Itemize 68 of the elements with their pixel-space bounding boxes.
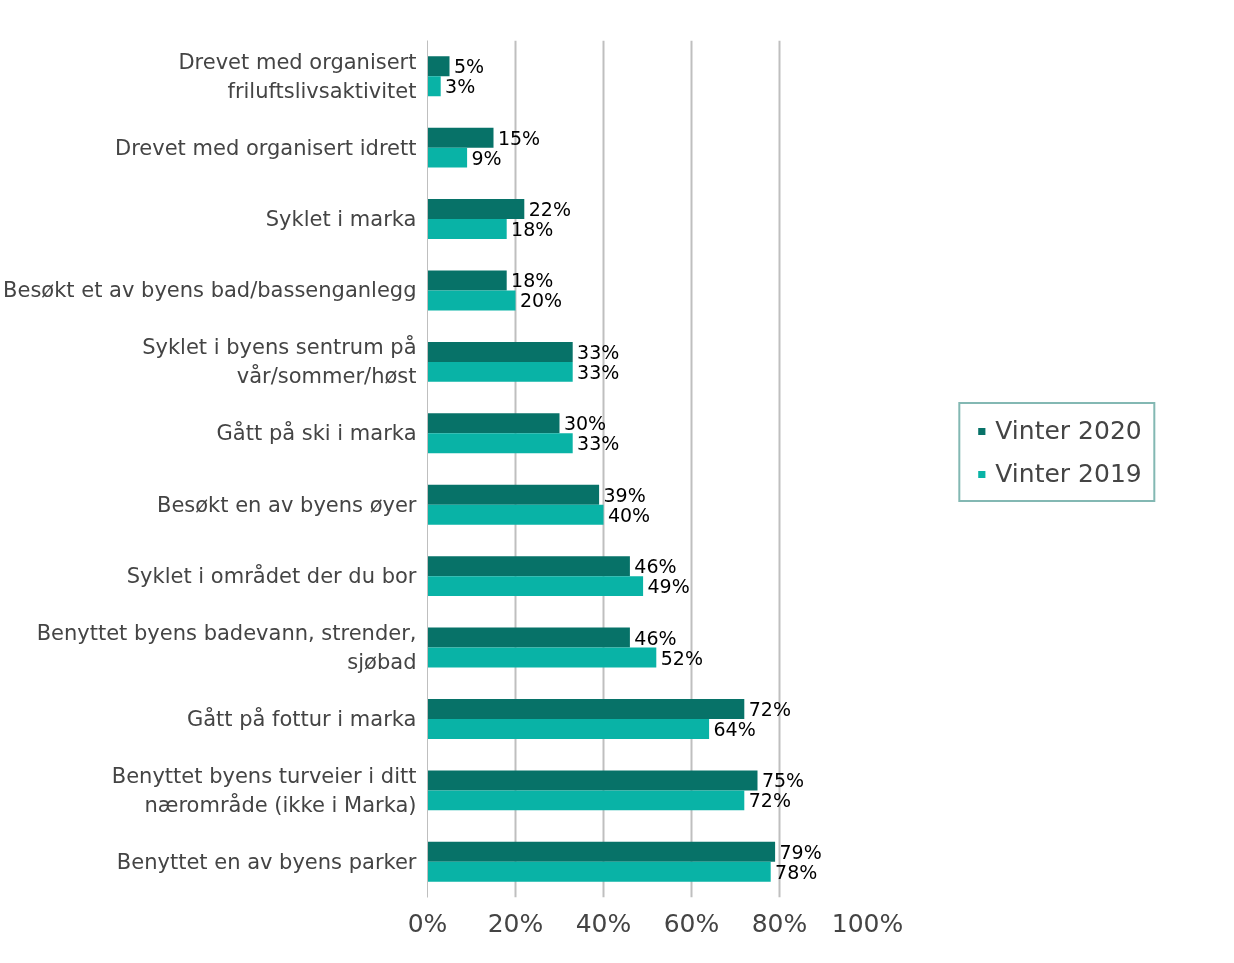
data-label: 33%	[577, 340, 620, 363]
bar	[427, 647, 657, 668]
data-label: 22%	[528, 198, 571, 221]
bar	[427, 841, 776, 862]
y-tick-label: Benyttet byens badevann, strender, sjøbad	[36, 621, 417, 674]
bar	[427, 290, 516, 311]
legend-label: Vinter 2019	[995, 459, 1142, 488]
bar	[427, 127, 494, 148]
data-label: 9%	[471, 146, 502, 169]
data-label: 72%	[748, 789, 791, 812]
data-label: 46%	[634, 626, 677, 649]
data-label: 40%	[607, 503, 651, 526]
y-tick-label: Besøkt en av byens øyer	[157, 492, 417, 517]
bar	[427, 556, 630, 577]
y-tick-label: Besøkt et av byens bad/bassenganlegg	[3, 278, 417, 303]
data-label: 33%	[577, 360, 620, 383]
x-tick-label: 20%	[487, 908, 544, 938]
y-tick-label: Syklet i byens sentrum på vår/sommer/høst	[142, 334, 417, 389]
bar	[427, 698, 745, 719]
bar	[427, 199, 525, 220]
x-tick-label: 80%	[751, 908, 808, 938]
data-label: 3%	[445, 75, 476, 98]
bar	[427, 790, 745, 811]
data-label: 15%	[497, 126, 541, 149]
legend-label: Vinter 2020	[995, 416, 1142, 445]
data-label: 33%	[577, 432, 620, 455]
y-tick-label: Drevet med organisert idrett	[115, 135, 417, 160]
data-label: 18%	[511, 218, 554, 241]
data-label: 49%	[647, 575, 690, 598]
bar	[427, 147, 468, 168]
data-label: 72%	[748, 697, 791, 720]
bar	[427, 361, 573, 382]
bar	[427, 341, 573, 362]
data-label: 5%	[453, 55, 485, 78]
x-tick-label: 0%	[407, 908, 448, 938]
x-tick-label: 60%	[663, 908, 720, 938]
y-tick-label: Syklet i området der du bor	[126, 563, 417, 589]
y-tick-label: Syklet i marka	[265, 207, 417, 232]
data-label: 79%	[779, 840, 822, 863]
bar	[427, 413, 560, 434]
bar	[427, 484, 600, 505]
data-label: 78%	[775, 860, 818, 883]
bar	[427, 861, 771, 882]
data-label: 64%	[713, 717, 756, 740]
y-tick-label: Gått på ski i marka	[216, 420, 417, 446]
data-label: 20%	[519, 289, 563, 312]
data-label: 52%	[660, 646, 703, 669]
x-tick-label: 100%	[831, 908, 904, 938]
y-tick-label: Drevet med organisert friluftslivsaktivitet	[178, 49, 417, 103]
x-tick-label: 40%	[575, 908, 632, 938]
y-tick-label: Benyttet en av byens parker	[116, 849, 417, 874]
data-label: 75%	[761, 769, 805, 792]
data-label: 39%	[603, 483, 646, 506]
data-label: 18%	[511, 269, 554, 292]
bar	[427, 219, 507, 240]
bar	[427, 76, 441, 97]
bar	[427, 576, 644, 597]
bar	[427, 770, 758, 791]
y-tick-label: Gått på fottur i marka	[186, 705, 417, 731]
bar	[427, 718, 710, 739]
y-tick-label: Benyttet byens turveier i ditt nærområde (ikke i Marka)	[111, 763, 417, 817]
bar	[427, 270, 507, 291]
data-label: 30%	[563, 412, 607, 435]
bar	[427, 433, 573, 454]
bar	[427, 56, 450, 77]
bar	[427, 627, 630, 648]
bar	[427, 504, 604, 525]
data-label: 46%	[634, 555, 677, 578]
